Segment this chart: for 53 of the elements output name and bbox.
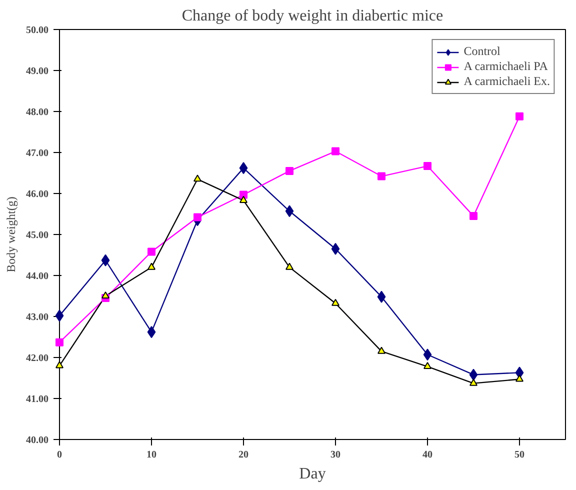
point [286,262,294,270]
point [424,162,432,170]
point [56,361,64,368]
x-tick-label: 0 [57,450,62,460]
x-tick-label: 20 [238,450,248,460]
point [240,190,248,199]
point [331,242,340,255]
y-tick-label: 42.00 [26,353,48,364]
point [148,262,156,270]
point [194,213,202,222]
y-tick-label: 40.00 [26,435,48,446]
y-tick-label: 47.00 [26,148,48,159]
chart-title: Change of body weight in diabertic mice [182,8,444,24]
y-tick-label: 46.00 [26,189,48,200]
point [378,346,386,354]
y-tick-label: 49.00 [26,66,48,77]
point [101,254,110,266]
point [55,310,64,322]
y-tick-label: 50.00 [26,25,48,36]
x-tick-label: 30 [330,450,340,460]
point [240,196,248,203]
point [377,290,386,303]
point [286,166,294,175]
point [378,172,386,180]
y-tick-label: 48.00 [26,107,48,118]
point [239,162,248,174]
x-tick-label: 40 [422,450,432,460]
y-tick-label: 44.00 [26,271,48,282]
point [102,291,110,299]
point [470,378,478,386]
x-tick-label: 10 [146,450,156,460]
legend-label: Control [464,44,500,59]
x-axis-title: Day [299,466,326,482]
x-tick-label: 50 [514,450,524,460]
point [147,326,156,338]
legend-label: A carmichaeli PA [464,59,548,74]
point [332,147,340,156]
legend-label: A carmichaeli Ex. [464,74,550,89]
point [332,298,340,306]
point [424,362,432,370]
y-axis-title: Body weight(g) [4,196,18,272]
point [285,205,294,218]
y-tick-label: 43.00 [26,312,48,323]
point [56,338,64,346]
point [470,212,478,220]
point [516,112,524,120]
point [194,174,202,182]
point [148,248,156,256]
y-tick-label: 45.00 [26,230,48,241]
point [516,374,524,382]
point [423,348,432,361]
point [469,368,478,381]
y-tick-label: 41.00 [26,394,48,405]
